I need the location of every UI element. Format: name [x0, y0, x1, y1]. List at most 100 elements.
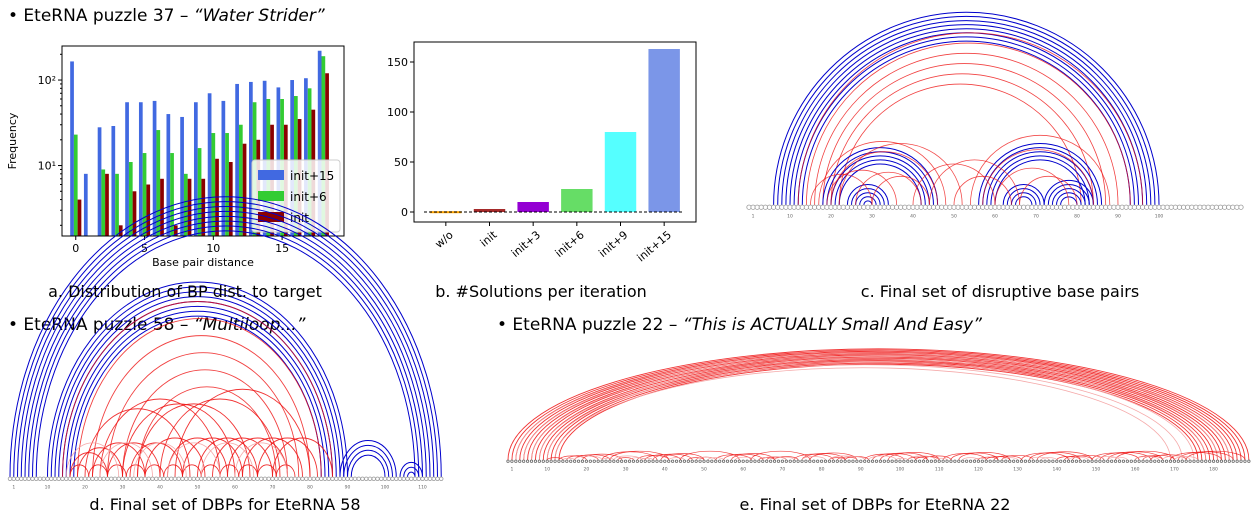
- disruptive-arc: [970, 134, 1111, 206]
- position-label: 50: [701, 466, 707, 472]
- helix-arc: [990, 155, 1090, 206]
- nucleotide: [1141, 459, 1145, 463]
- nucleotide: [1106, 459, 1110, 463]
- helix-arc: [58, 296, 337, 478]
- nucleotide: [753, 459, 757, 463]
- nucleotide: [737, 459, 741, 463]
- disruptive-arc: [144, 437, 206, 478]
- nucleotide: [965, 459, 969, 463]
- x-tick-label-5: 5: [141, 242, 148, 255]
- nucleotide: [15, 476, 20, 481]
- nucleotide: [945, 459, 949, 463]
- helix-arc: [777, 15, 1156, 206]
- nucleotide: [184, 476, 189, 481]
- nucleotide: [561, 459, 565, 463]
- helix-arc: [846, 184, 889, 206]
- position-label: 1: [12, 485, 15, 491]
- nucleotide: [1180, 459, 1184, 463]
- nucleotide: [135, 476, 140, 481]
- nucleotide: [296, 476, 301, 481]
- nucleotide: [1102, 459, 1106, 463]
- nucleotide: [165, 476, 170, 481]
- nucleotide: [259, 476, 264, 481]
- nucleotide: [745, 459, 749, 463]
- nucleotide: [910, 459, 914, 463]
- nucleotide: [968, 459, 973, 463]
- nucleotide: [847, 459, 851, 463]
- nucleotide: [1047, 459, 1051, 463]
- bar-init+9: [604, 132, 637, 212]
- nucleotide: [142, 476, 148, 481]
- position-label: 170: [1170, 466, 1179, 472]
- nucleotide: [232, 476, 238, 481]
- bar-init-2: [105, 173, 109, 236]
- nucleotide: [620, 459, 624, 463]
- disruptive-arc: [826, 169, 897, 206]
- helix-arc: [65, 305, 330, 478]
- disruptive-arc: [929, 159, 1020, 206]
- nucleotide: [315, 476, 320, 481]
- nucleotide: [510, 459, 514, 463]
- nucleotide: [416, 476, 421, 481]
- position-label: 1: [510, 466, 513, 472]
- position-label: 130: [1013, 466, 1022, 472]
- disruptive-arc: [200, 442, 255, 478]
- bar-init+15: [648, 49, 680, 212]
- nucleotide: [843, 459, 847, 463]
- nucleotide: [835, 459, 839, 463]
- nucleotide: [996, 459, 1000, 463]
- nucleotide: [274, 476, 279, 481]
- nucleotide: [906, 459, 910, 463]
- nucleotide: [1137, 459, 1141, 463]
- disruptive-arc: [809, 452, 858, 461]
- position-label: 60: [232, 485, 238, 491]
- nucleotide: [757, 459, 761, 463]
- nucleotide: [427, 476, 433, 481]
- position-label: 110: [935, 466, 944, 472]
- nucleotide: [937, 459, 941, 463]
- helix-arc: [859, 196, 877, 206]
- nucleotide: [1059, 459, 1063, 463]
- nucleotide: [980, 459, 984, 463]
- nucleotide: [663, 459, 667, 463]
- nucleotide: [52, 476, 58, 481]
- x-tick-label-init+9: init+9: [596, 228, 630, 260]
- helix-arc: [838, 163, 922, 206]
- nucleotide: [1004, 459, 1008, 463]
- nucleotide: [139, 476, 144, 481]
- nucleotide: [878, 459, 882, 463]
- nucleotide: [229, 476, 234, 481]
- disruptive-arc: [895, 457, 909, 461]
- nucleotide: [1110, 459, 1114, 463]
- position-label: 40: [157, 485, 163, 491]
- disruptive-arc: [234, 442, 288, 478]
- bar-init15-16: [290, 80, 294, 236]
- x-tick-label-10: 10: [206, 242, 220, 255]
- disruptive-arc: [159, 398, 281, 478]
- nucleotide: [1078, 459, 1082, 463]
- nucleotide: [67, 476, 73, 481]
- y-tick-label-150: 150: [387, 56, 408, 69]
- position-label: 80: [307, 485, 313, 491]
- nucleotide: [240, 476, 245, 481]
- nucleotide: [19, 476, 24, 481]
- disruptive-arc: [797, 32, 1143, 206]
- nucleotide: [112, 476, 118, 481]
- bar-init-8: [187, 178, 192, 236]
- nucleotide: [1086, 459, 1090, 463]
- disruptive-arc: [122, 369, 288, 478]
- nucleotide: [1039, 459, 1043, 463]
- helix-arc: [339, 440, 397, 478]
- nucleotide: [1243, 459, 1247, 463]
- helix-arc: [403, 466, 420, 478]
- nucleotide: [545, 459, 549, 463]
- disruptive-arc: [762, 456, 787, 461]
- nucleotide: [360, 476, 365, 481]
- nucleotide: [635, 459, 639, 463]
- disruptive-arc: [531, 358, 1207, 461]
- disruptive-arc: [272, 437, 333, 478]
- nucleotide: [882, 459, 886, 463]
- bar-init-11: [228, 162, 233, 236]
- nucleotide: [289, 476, 294, 481]
- disruptive-arc: [538, 361, 1195, 461]
